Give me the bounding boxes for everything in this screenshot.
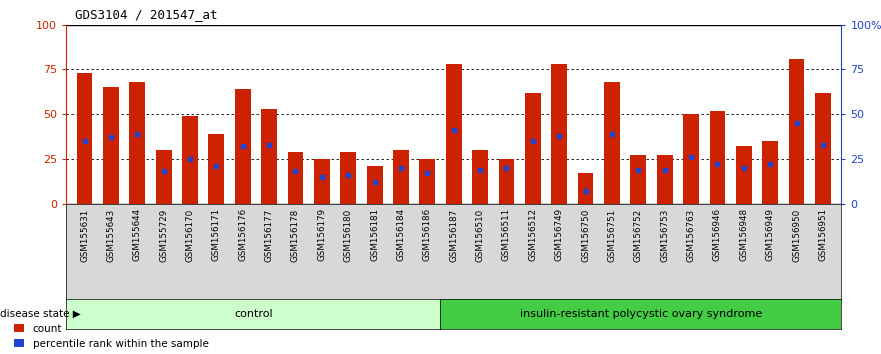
Text: GSM156171: GSM156171 <box>212 208 221 262</box>
Text: disease state ▶: disease state ▶ <box>0 309 81 319</box>
Bar <box>788 59 804 204</box>
Bar <box>736 146 751 204</box>
Bar <box>130 82 145 204</box>
Bar <box>287 152 303 204</box>
Text: GSM155631: GSM155631 <box>80 208 89 262</box>
Bar <box>709 110 725 204</box>
Bar <box>499 159 515 204</box>
Text: GSM156180: GSM156180 <box>344 208 352 262</box>
Text: GSM155729: GSM155729 <box>159 208 168 262</box>
Text: insulin-resistant polycystic ovary syndrome: insulin-resistant polycystic ovary syndr… <box>520 309 762 319</box>
Text: GSM155644: GSM155644 <box>133 208 142 262</box>
Bar <box>340 152 356 204</box>
Text: GSM156512: GSM156512 <box>529 208 537 262</box>
Text: GSM156749: GSM156749 <box>555 208 564 262</box>
Text: GSM156750: GSM156750 <box>581 208 590 262</box>
Text: GSM156949: GSM156949 <box>766 208 774 261</box>
Bar <box>578 173 594 204</box>
Text: GSM156946: GSM156946 <box>713 208 722 261</box>
Text: GSM156186: GSM156186 <box>423 208 432 262</box>
Bar <box>815 93 831 204</box>
Text: GSM156177: GSM156177 <box>264 208 274 262</box>
Bar <box>631 155 647 204</box>
Text: GSM156181: GSM156181 <box>370 208 379 262</box>
Text: GSM156187: GSM156187 <box>449 208 458 262</box>
Bar <box>472 150 488 204</box>
Bar <box>656 155 672 204</box>
Text: GSM156176: GSM156176 <box>238 208 248 262</box>
Text: GSM156751: GSM156751 <box>607 208 617 262</box>
Text: GSM156179: GSM156179 <box>317 208 326 262</box>
Bar <box>683 114 699 204</box>
Bar <box>604 82 620 204</box>
Bar <box>156 150 172 204</box>
Text: control: control <box>233 309 272 319</box>
Bar <box>446 64 462 204</box>
Bar <box>261 109 277 204</box>
Bar <box>552 64 567 204</box>
Text: GSM156948: GSM156948 <box>739 208 748 262</box>
Text: GSM156753: GSM156753 <box>660 208 670 262</box>
Legend: count, percentile rank within the sample: count, percentile rank within the sample <box>14 324 209 349</box>
Bar <box>419 159 435 204</box>
Bar <box>103 87 119 204</box>
Bar <box>314 159 329 204</box>
Text: GSM156511: GSM156511 <box>502 208 511 262</box>
Bar <box>525 93 541 204</box>
Text: GSM156170: GSM156170 <box>186 208 195 262</box>
Bar <box>77 73 93 204</box>
Text: GSM156763: GSM156763 <box>686 208 695 262</box>
Text: GSM156510: GSM156510 <box>476 208 485 262</box>
Text: GSM156752: GSM156752 <box>633 208 643 262</box>
Text: GSM156950: GSM156950 <box>792 208 801 262</box>
Text: GSM156184: GSM156184 <box>396 208 405 262</box>
Bar <box>182 116 198 204</box>
Text: GSM156178: GSM156178 <box>291 208 300 262</box>
Text: GDS3104 / 201547_at: GDS3104 / 201547_at <box>75 8 218 21</box>
Text: GSM155643: GSM155643 <box>107 208 115 262</box>
Text: GSM156951: GSM156951 <box>818 208 827 262</box>
Bar <box>393 150 409 204</box>
Bar <box>235 89 251 204</box>
Bar <box>366 166 382 204</box>
Bar <box>762 141 778 204</box>
Bar <box>209 134 225 204</box>
